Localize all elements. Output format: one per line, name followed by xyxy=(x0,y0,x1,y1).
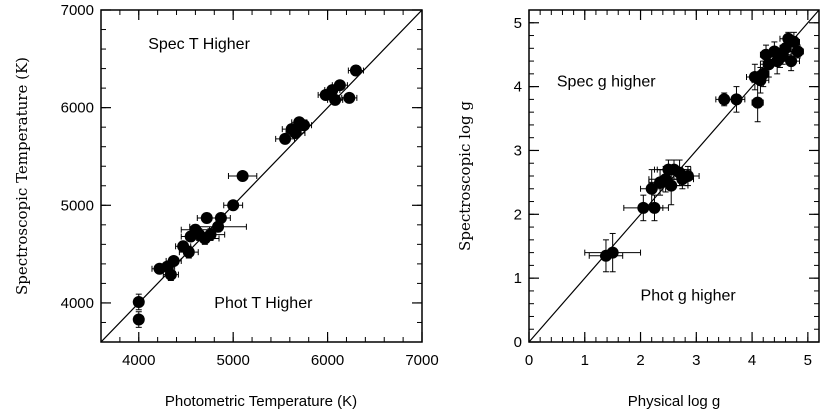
log-g-plot-frame xyxy=(528,9,820,343)
log-g-x-tick-labels: 0 1 2 3 4 5 xyxy=(525,352,812,369)
temperature-data-point xyxy=(200,211,213,224)
temperature-data-point xyxy=(289,127,302,140)
log-g-data-point xyxy=(718,93,731,106)
log-g-data-point xyxy=(779,42,792,55)
log-g-data-point xyxy=(757,67,770,80)
temperature-data-point xyxy=(132,295,145,308)
temperature-data-point xyxy=(343,91,356,104)
log-g-data-point xyxy=(637,201,650,214)
temperature-panel: 4000 5000 6000 7000 4000 5000 6000 7000 Spec T… xyxy=(13,2,439,410)
temperature-x-axis-label: Photometric Temperature (K) xyxy=(165,393,357,410)
temperature-identity-line xyxy=(101,10,422,342)
log-g-panel: 0 1 2 3 4 5 0 1 2 3 4 5 Spec g higher Phot g higher… xyxy=(456,9,820,410)
temperature-data-point xyxy=(204,228,217,241)
log-g-data-point xyxy=(730,93,743,106)
log-g-points xyxy=(599,32,804,262)
temperature-data-point xyxy=(349,64,362,77)
temperature-x-tick-label: 5000 xyxy=(216,352,249,369)
temperature-annotation: Spec T Higher xyxy=(148,36,250,53)
log-g-data-point xyxy=(645,182,658,195)
log-g-data-point xyxy=(681,170,694,182)
temperature-y-tick-label: 7000 xyxy=(61,2,94,19)
log-g-x-tick-label: 4 xyxy=(748,352,756,369)
log-g-y-tick-labels: 0 1 2 3 4 5 xyxy=(514,15,522,351)
temperature-points xyxy=(132,64,362,326)
log-g-y-tick-label: 5 xyxy=(514,15,522,32)
log-g-y-tick-label: 0 xyxy=(514,334,522,351)
log-g-annotations: Spec g higher Phot g higher xyxy=(557,74,737,305)
temperature-data-point xyxy=(214,211,227,224)
temperature-errorbars xyxy=(135,65,364,328)
temperature-data-point xyxy=(227,199,240,212)
log-g-x-axis-label: Physical log g xyxy=(628,393,721,410)
temperature-data-point xyxy=(164,268,177,281)
log-g-data-point xyxy=(648,201,661,214)
temperature-data-point xyxy=(333,79,346,92)
temperature-plot-frame xyxy=(100,9,423,343)
temperature-data-point xyxy=(167,254,180,267)
temperature-annotation: Phot T Higher xyxy=(214,295,313,312)
log-g-data-point xyxy=(787,35,800,48)
temperature-annotations: Spec T Higher Phot T Higher xyxy=(148,36,313,312)
temperature-x-tick-label: 6000 xyxy=(311,352,344,369)
temperature-one-to-one-line xyxy=(101,10,422,342)
log-g-data-point xyxy=(606,246,619,259)
temperature-x-tick-label: 4000 xyxy=(122,352,155,369)
temperature-data-point xyxy=(297,119,310,132)
temperature-y-tick-label: 4000 xyxy=(61,295,94,312)
log-g-y-tick-label: 1 xyxy=(514,270,522,287)
temperature-y-tick-labels: 4000 5000 6000 7000 xyxy=(61,2,94,312)
log-g-x-tick-label: 1 xyxy=(581,352,589,369)
log-g-y-tick-label: 3 xyxy=(514,142,522,159)
log-g-data-point xyxy=(751,96,764,109)
log-g-data-point xyxy=(785,55,798,68)
temperature-data-point xyxy=(329,93,342,106)
temperature-data-point xyxy=(279,132,292,145)
temperature-y-tick-label: 6000 xyxy=(61,100,94,117)
log-g-y-axis-label: Spectroscopic log g xyxy=(456,101,474,251)
temperature-data-point xyxy=(132,313,145,326)
log-g-x-tick-label: 0 xyxy=(525,352,533,369)
temperature-data-point xyxy=(236,170,249,182)
log-g-annotation: Spec g higher xyxy=(557,74,656,91)
temperature-x-tick-labels: 4000 5000 6000 7000 xyxy=(122,352,439,369)
temperature-y-tick-label: 5000 xyxy=(61,197,94,214)
log-g-x-tick-label: 3 xyxy=(692,352,700,369)
temperature-y-axis-label: Spectroscopic Temperature (K) xyxy=(13,57,31,295)
log-g-annotation: Phot g higher xyxy=(641,288,737,305)
temperature-x-tick-label: 7000 xyxy=(405,352,438,369)
log-g-x-tick-label: 2 xyxy=(636,352,644,369)
log-g-data-point xyxy=(791,45,804,58)
log-g-y-tick-label: 4 xyxy=(514,79,522,96)
log-g-x-tick-label: 5 xyxy=(804,352,812,369)
log-g-y-tick-label: 2 xyxy=(514,206,522,223)
log-g-data-point xyxy=(665,179,678,192)
temperature-data-point xyxy=(182,246,195,259)
